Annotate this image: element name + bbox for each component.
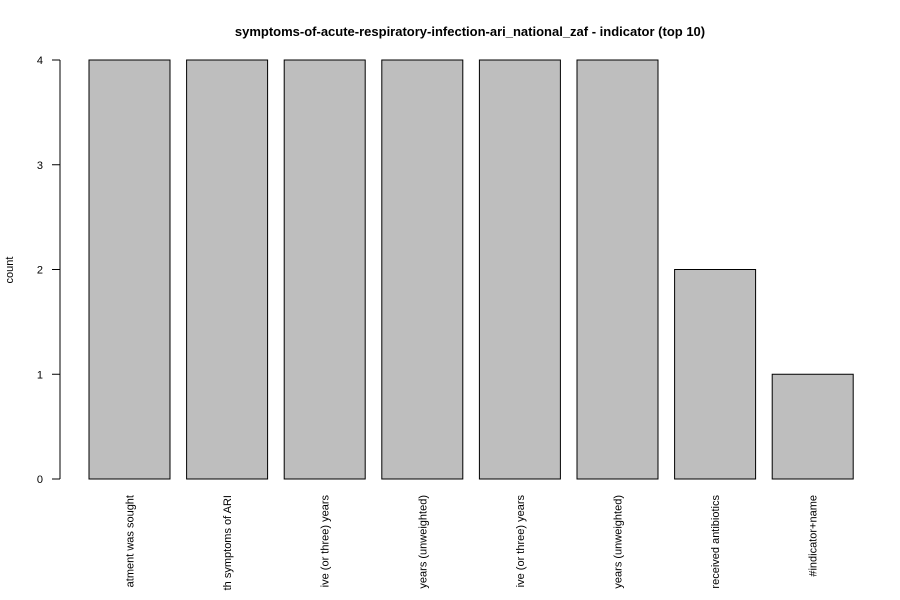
x-axis-labels: atment was sought th symptoms of ARI ive (… <box>125 495 820 591</box>
y-tick-label: 0 <box>37 474 43 486</box>
x-tick-label: ive (or three) years <box>515 495 527 588</box>
bar <box>674 269 757 480</box>
y-tick-label: 1 <box>37 369 43 381</box>
x-tick-label: atment was sought <box>125 495 137 587</box>
bar <box>88 59 171 480</box>
bar <box>381 59 464 480</box>
bar <box>283 59 366 480</box>
bar <box>478 59 561 480</box>
y-tick-label: 4 <box>37 55 43 67</box>
bar <box>186 59 269 480</box>
x-tick-label: #indicator+name <box>808 495 820 577</box>
y-tick-label: 3 <box>37 160 43 172</box>
chart-title: symptoms-of-acute-respiratory-infection-… <box>235 24 705 39</box>
bar <box>576 59 659 480</box>
x-tick-label: years (unweighted) <box>417 495 429 589</box>
y-tick-label: 2 <box>37 265 43 277</box>
bar <box>771 373 854 480</box>
y-axis-title: count <box>4 257 16 284</box>
x-tick-label: ive (or three) years <box>320 495 332 588</box>
bars <box>88 59 854 480</box>
x-tick-label: th symptoms of ARI <box>222 495 234 590</box>
x-tick-label: years (unweighted) <box>613 495 625 589</box>
x-tick-label: received antibiotics <box>710 495 722 589</box>
y-axis: 0 1 2 3 4 <box>37 55 61 486</box>
